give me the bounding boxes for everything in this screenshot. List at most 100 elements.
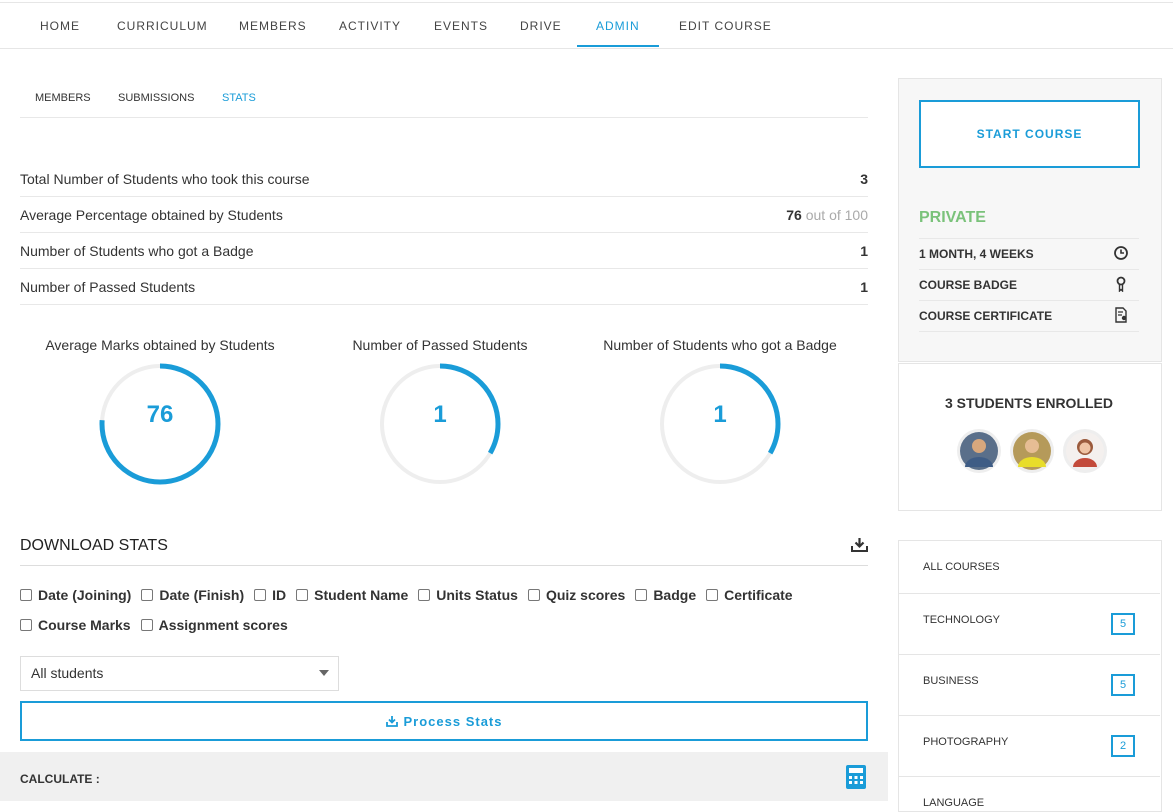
subtab[interactable]: SUBMISSIONS — [118, 92, 195, 104]
field-label: Date (Finish) — [159, 587, 245, 603]
field-checkbox[interactable]: ID — [254, 587, 286, 603]
stat-value: 3 — [860, 171, 868, 187]
calculate-label: CALCULATE : — [20, 772, 100, 786]
nav-item[interactable]: ACTIVITY — [339, 19, 402, 33]
row-line — [20, 196, 868, 197]
subtab-line — [20, 117, 868, 118]
field-label: Assignment scores — [158, 617, 288, 633]
category-line — [898, 593, 1160, 594]
enrolled-panel — [898, 363, 1162, 511]
field-checkbox[interactable]: Date (Joining) — [20, 587, 131, 603]
nav-item[interactable]: MEMBERS — [239, 19, 307, 33]
checkbox[interactable] — [254, 589, 267, 601]
nav-underline — [577, 45, 659, 47]
detail-line — [919, 269, 1139, 270]
category-name[interactable]: BUSINESS — [923, 675, 979, 687]
detail-icon — [1116, 276, 1126, 292]
checkbox[interactable] — [296, 589, 309, 601]
subtab[interactable]: MEMBERS — [35, 92, 91, 104]
detail-icon — [1114, 246, 1128, 260]
gauge-value: 1 — [433, 401, 446, 428]
checkbox[interactable] — [20, 589, 32, 601]
field-checkbox[interactable]: Student Name — [296, 587, 408, 603]
category-name[interactable]: LANGUAGE — [923, 797, 985, 809]
student-select[interactable]: All students — [20, 656, 339, 691]
field-label: Date (Joining) — [38, 587, 132, 603]
stat-label: Number of Passed Students — [20, 279, 196, 295]
field-checkbox[interactable]: Certificate — [706, 587, 793, 603]
checkbox[interactable] — [706, 589, 719, 601]
nav-item[interactable]: DRIVE — [520, 19, 562, 33]
start-course-button[interactable]: START COURSE — [919, 100, 1140, 168]
enrolled-text: 3 STUDENTS ENROLLED — [944, 395, 1113, 411]
detail-line — [919, 238, 1139, 239]
checkbox[interactable] — [140, 619, 153, 631]
out-of-value: 100 — [844, 207, 868, 223]
stat-label: Total Number of Students who took this c… — [20, 171, 310, 187]
field-label: Badge — [653, 587, 697, 603]
gauge-value: 1 — [713, 401, 726, 428]
nav-item[interactable]: CURRICULUM — [117, 19, 208, 33]
field-checkbox[interactable]: Course Marks — [20, 617, 131, 633]
checkbox[interactable] — [141, 589, 154, 601]
gauge-title: Number of Passed Students — [352, 337, 528, 353]
gauge-arc — [659, 363, 781, 485]
detail-icon — [1115, 307, 1127, 323]
checkbox[interactable] — [635, 589, 648, 601]
gauge: 1 — [379, 363, 501, 485]
detail-text: COURSE CERTIFICATE — [919, 309, 1053, 323]
category-line — [898, 776, 1160, 777]
nav-item[interactable]: EDIT COURSE — [679, 19, 772, 33]
checkbox[interactable] — [527, 589, 540, 601]
category-name[interactable]: PHOTOGRAPHY — [923, 736, 1009, 748]
nav-item[interactable]: ADMIN — [596, 19, 640, 33]
row-line — [20, 304, 868, 305]
download-icon — [851, 538, 868, 552]
category-count: 5 — [1111, 674, 1135, 696]
field-checkbox[interactable]: Quiz scores — [527, 587, 626, 603]
category-count: 2 — [1111, 735, 1135, 757]
start-course-text: START COURSE — [976, 127, 1083, 141]
categories-title[interactable]: ALL COURSES — [923, 561, 1000, 573]
calculator-icon — [846, 765, 866, 789]
checkbox[interactable] — [418, 589, 431, 601]
category-line — [898, 654, 1160, 655]
field-label: Quiz scores — [545, 587, 626, 603]
category-name[interactable]: TECHNOLOGY — [923, 614, 1001, 626]
field-checkbox[interactable]: Units Status — [418, 587, 518, 603]
stat-value: 1 — [860, 243, 868, 259]
detail-text: 1 MONTH, 4 WEEKS — [919, 247, 1034, 261]
nav-item[interactable]: EVENTS — [434, 19, 489, 33]
out-of-label: out of — [805, 207, 841, 223]
stat-label: Number of Students who got a Badge — [20, 243, 254, 259]
gauge-title: Number of Students who got a Badge — [603, 337, 837, 353]
top-border — [0, 2, 1173, 3]
field-label: Student Name — [314, 587, 409, 603]
nav-bar: HOME CURRICULUM MEMBERS ACTIVITY EVENTS DRIVE… — [0, 3, 1173, 49]
nav-item[interactable]: HOME — [40, 19, 80, 33]
subtab[interactable]: STATS — [222, 92, 256, 104]
gauge-arc — [379, 363, 501, 485]
field-label: Certificate — [724, 587, 793, 603]
category-count: 5 — [1111, 613, 1135, 635]
detail-text: COURSE BADGE — [919, 278, 1018, 292]
download-line — [20, 565, 868, 566]
field-label: ID — [272, 587, 287, 603]
process-text: Process Stats — [403, 713, 503, 729]
field-checkbox[interactable]: Date (Finish) — [141, 587, 244, 603]
course-status: PRIVATE — [919, 209, 986, 226]
gauge-title: Average Marks obtained by Students — [45, 337, 275, 353]
select-caret — [319, 670, 329, 676]
select-text: All students — [31, 665, 104, 681]
field-checkbox[interactable]: Assignment scores — [140, 617, 288, 633]
detail-line — [919, 300, 1139, 301]
field-checkbox[interactable]: Badge — [635, 587, 696, 603]
checkbox[interactable] — [20, 619, 32, 631]
field-label: Units Status — [436, 587, 518, 603]
detail-line — [919, 331, 1139, 332]
stat-number: 1 — [860, 279, 868, 295]
stat-label: Average Percentage obtained by Students — [20, 207, 283, 223]
category-line — [898, 715, 1160, 716]
gauge-value: 76 — [147, 401, 174, 428]
process-button[interactable]: Process Stats — [20, 701, 868, 741]
